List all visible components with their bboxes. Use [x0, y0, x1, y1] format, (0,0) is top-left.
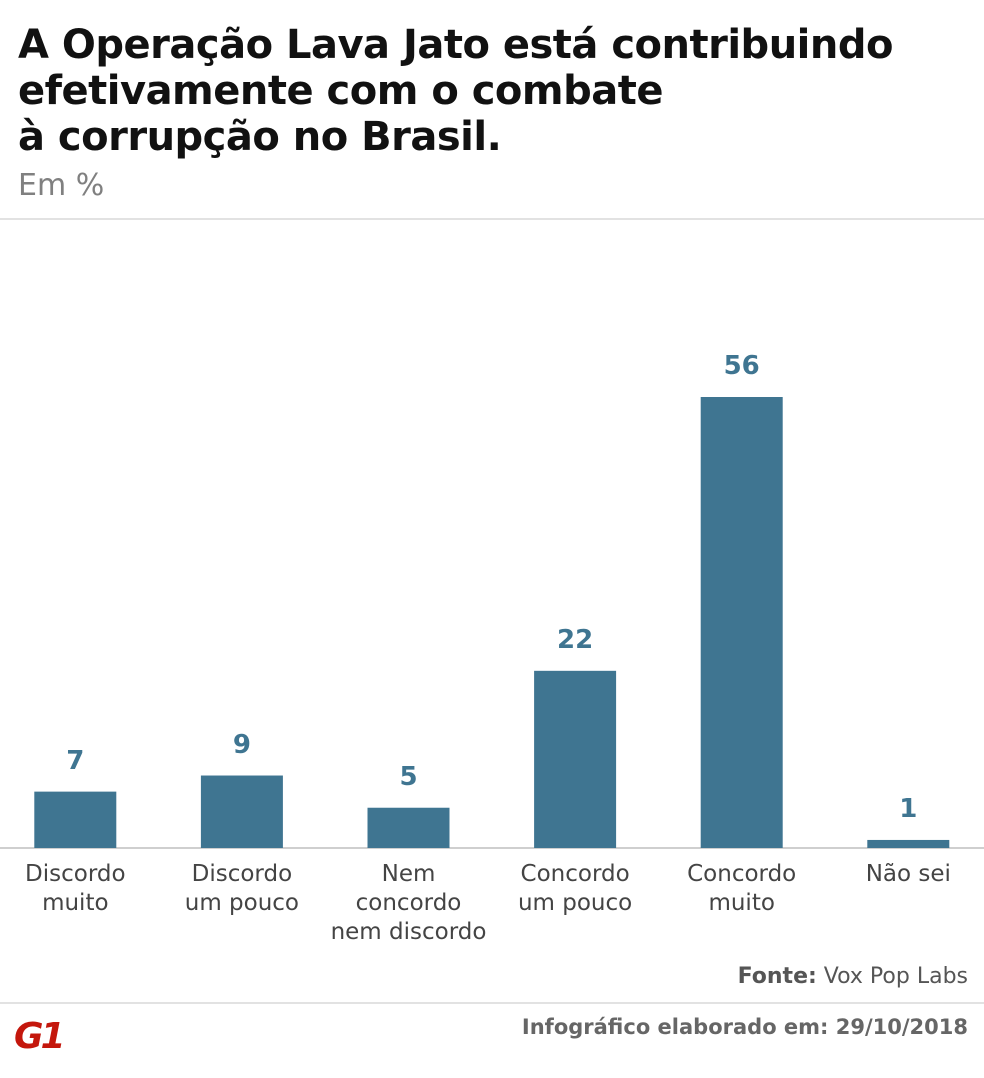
source-label: Fonte:: [737, 964, 817, 989]
x-tick-label: Discordo um pouco: [184, 861, 300, 916]
credit: Infográfico elaborado em: 29/10/2018: [521, 1015, 968, 1039]
chart-subtitle: Em %: [18, 168, 105, 203]
divider: [0, 1002, 984, 1004]
value-label: 22: [557, 624, 594, 655]
x-tick-label: Não sei: [865, 861, 951, 887]
source-text: Vox Pop Labs: [823, 964, 968, 989]
divider: [0, 218, 984, 220]
value-label: 9: [232, 729, 251, 760]
chart-title: A Operação Lava Jato está contribuindo e…: [18, 22, 893, 160]
x-tick-label: Nem concordo nem discordo: [330, 861, 487, 945]
bar: [700, 397, 783, 848]
bar: [200, 775, 283, 848]
value-label: 56: [723, 351, 760, 381]
bar: [534, 670, 617, 848]
x-tick-label: Concordo um pouco: [517, 861, 633, 916]
bar: [34, 791, 117, 848]
value-label: 1: [899, 793, 918, 824]
value-label: 5: [399, 761, 418, 792]
value-label: 7: [66, 745, 85, 776]
logo: G1: [14, 1016, 66, 1057]
x-tick-label: Concordo muito: [687, 861, 797, 916]
source: Fonte: Vox Pop Labs: [738, 964, 968, 989]
x-tick-label: Discordo muito: [25, 861, 126, 916]
bar: [867, 839, 950, 848]
bar: [367, 807, 450, 848]
